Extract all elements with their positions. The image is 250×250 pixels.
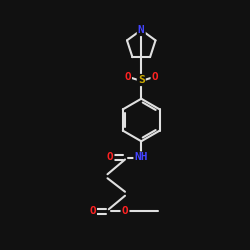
Text: O: O	[106, 152, 114, 162]
Text: S: S	[138, 75, 144, 85]
Text: NH: NH	[134, 152, 148, 162]
Text: N: N	[138, 25, 144, 35]
Text: O: O	[122, 206, 128, 216]
Text: O: O	[124, 72, 131, 83]
Text: O: O	[152, 72, 158, 83]
Text: O: O	[89, 206, 96, 216]
